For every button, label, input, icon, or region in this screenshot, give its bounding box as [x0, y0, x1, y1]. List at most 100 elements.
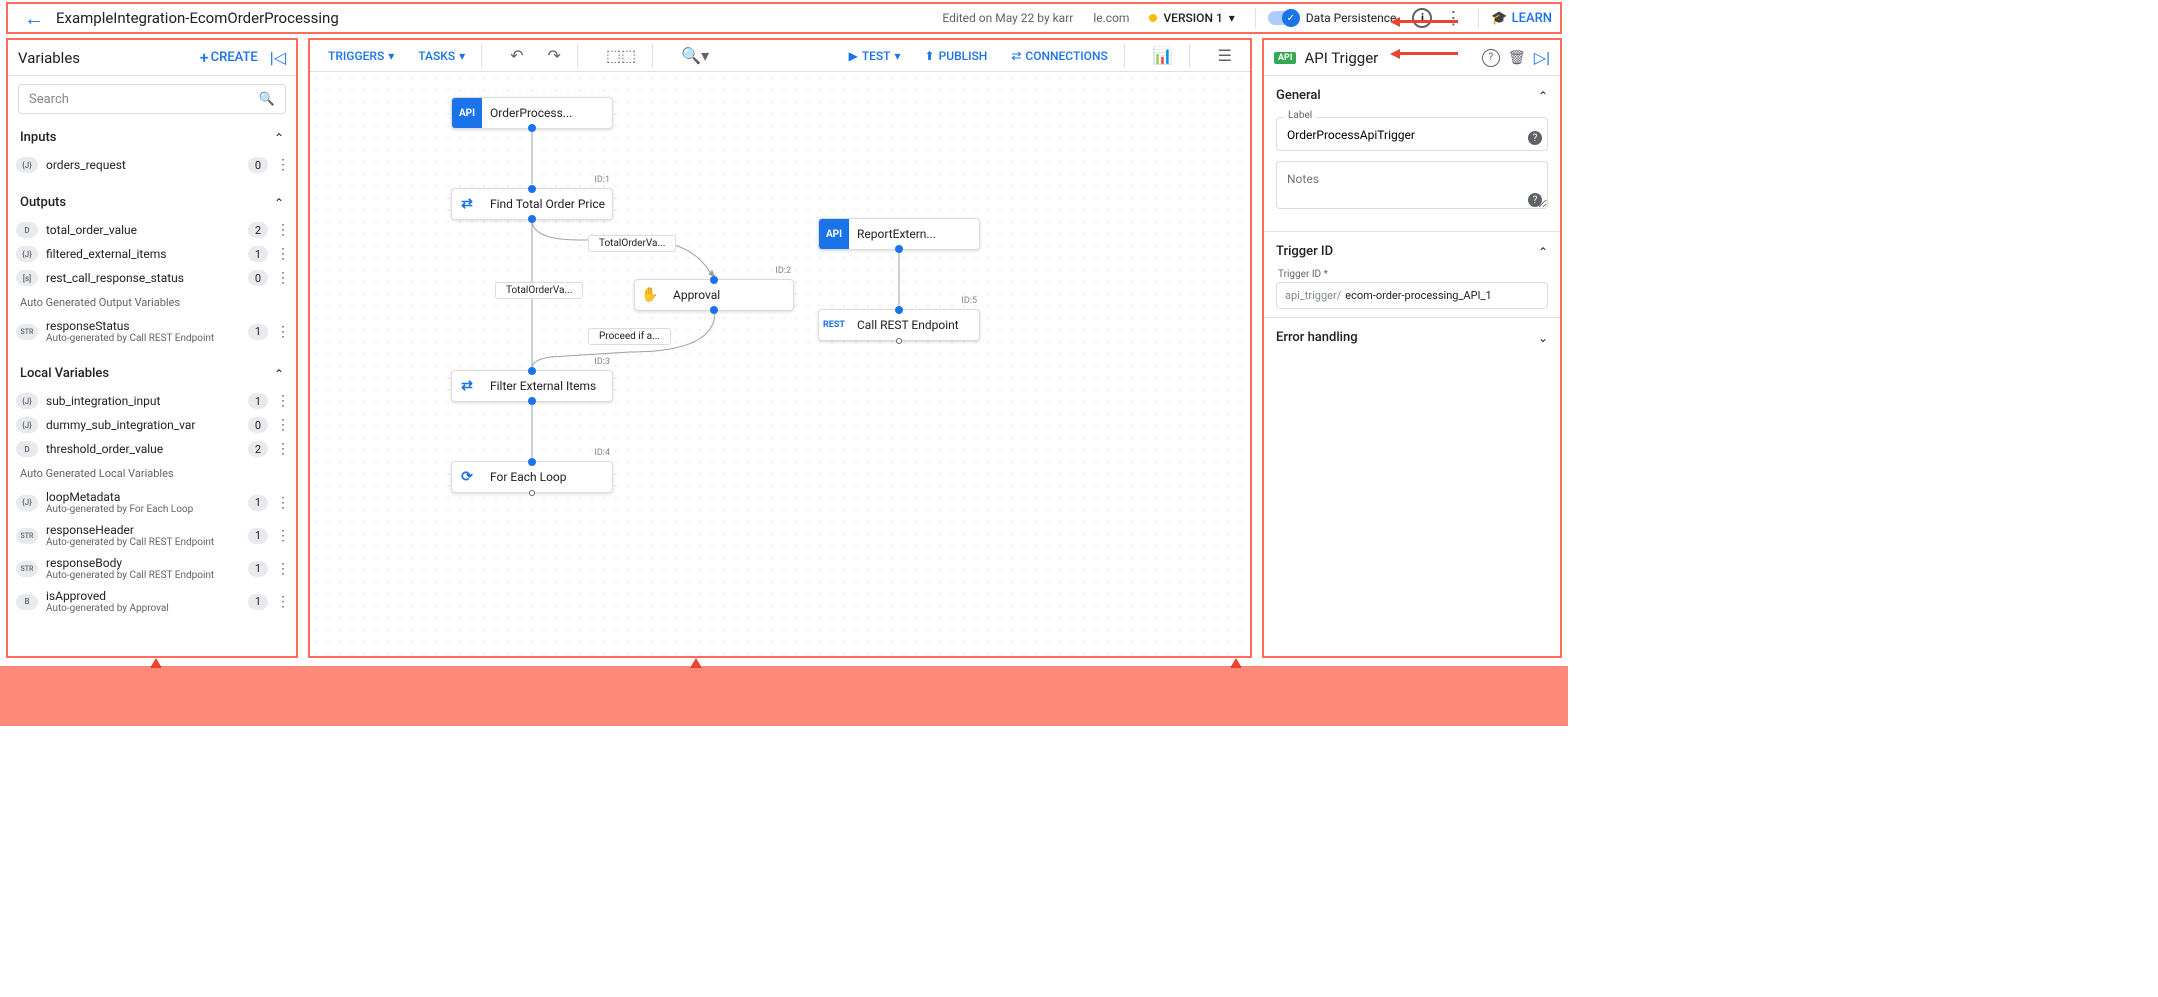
edited-by-label: Edited on May 22 by karr — [942, 11, 1073, 25]
general-section-header[interactable]: General ⌃ — [1276, 84, 1548, 107]
type-badge: {J} — [16, 417, 38, 433]
row-menu-icon[interactable]: ⋮ — [276, 157, 288, 173]
node-approval[interactable]: ID:2 ✋ Approval — [634, 279, 794, 311]
row-menu-icon[interactable]: ⋮ — [276, 222, 288, 238]
outputs-section-header[interactable]: Outputs ⌃ — [16, 187, 288, 218]
row-menu-icon[interactable]: ⋮ — [276, 270, 288, 286]
version-selector[interactable]: VERSION 1 ▾ — [1149, 11, 1234, 25]
rest-icon: REST — [819, 310, 849, 340]
annotation-arrow-icon — [690, 658, 702, 668]
label-input[interactable] — [1276, 117, 1548, 151]
type-badge: [s] — [16, 270, 38, 286]
back-arrow-icon[interactable]: ← — [16, 6, 52, 31]
node-api-trigger-2[interactable]: API ReportExtern... — [818, 218, 980, 250]
variable-row[interactable]: STR responseBody Auto-generated by Call … — [16, 552, 288, 585]
top-bar: ← ExampleIntegration-EcomOrderProcessing… — [6, 2, 1562, 34]
tasks-dropdown[interactable]: TASKS▾ — [410, 45, 473, 67]
usage-count: 0 — [248, 157, 268, 173]
node-filter[interactable]: ID:3 ⇄ Filter External Items — [451, 370, 613, 402]
menu-icon[interactable]: ☰ — [1210, 42, 1240, 69]
variable-row[interactable]: {J} dummy_sub_integration_var 0 ⋮ — [16, 413, 288, 437]
variable-name: filtered_external_items — [46, 247, 240, 261]
type-badge: STR — [16, 561, 38, 577]
variables-title: Variables — [18, 49, 80, 67]
usage-count: 1 — [248, 324, 268, 340]
edge-label[interactable]: Proceed if a... — [588, 328, 671, 345]
trigger-id-section-header[interactable]: Trigger ID ⌃ — [1276, 240, 1548, 263]
variable-name: dummy_sub_integration_var — [46, 418, 240, 432]
inputs-section-header[interactable]: Inputs ⌃ — [16, 122, 288, 153]
test-button[interactable]: ▶TEST▾ — [841, 45, 909, 67]
variable-row[interactable]: D threshold_order_value 2 ⋮ — [16, 437, 288, 461]
variable-subtitle: Auto-generated by For Each Loop — [46, 504, 240, 515]
variable-name: sub_integration_input — [46, 394, 240, 408]
variable-name: rest_call_response_status — [46, 271, 240, 285]
node-api-trigger[interactable]: API OrderProcess... — [451, 97, 613, 129]
chart-icon[interactable]: 📊 — [1145, 42, 1181, 69]
row-menu-icon[interactable]: ⋮ — [276, 594, 288, 610]
node-find-total[interactable]: ID:1 ⇄ Find Total Order Price — [451, 188, 613, 220]
row-menu-icon[interactable]: ⋮ — [276, 441, 288, 457]
collapse-panel-icon[interactable]: |◁ — [270, 48, 286, 67]
variable-name: threshold_order_value — [46, 442, 240, 456]
edge-label[interactable]: TotalOrderVa... — [495, 282, 583, 299]
usage-count: 1 — [248, 393, 268, 409]
variable-subtitle: Auto-generated by Call REST Endpoint — [46, 537, 240, 548]
type-badge: {J} — [16, 246, 38, 262]
node-rest[interactable]: ID:5 REST Call REST Endpoint — [818, 309, 980, 341]
row-menu-icon[interactable]: ⋮ — [276, 528, 288, 544]
row-menu-icon[interactable]: ⋮ — [276, 324, 288, 340]
trigger-id-input[interactable]: api_trigger/ ecom-order-processing_API_1 — [1276, 282, 1548, 309]
undo-icon[interactable]: ↶ — [502, 42, 531, 69]
variable-subtitle: Auto-generated by Call REST Endpoint — [46, 333, 240, 344]
help-icon[interactable]: ? — [1528, 193, 1542, 207]
notes-input[interactable] — [1276, 161, 1548, 209]
variable-row[interactable]: {J} filtered_external_items 1 ⋮ — [16, 242, 288, 266]
layout-icon[interactable]: ⬚⬚ — [598, 42, 644, 69]
help-icon[interactable]: ? — [1482, 49, 1500, 67]
variable-row[interactable]: [s] rest_call_response_status 0 ⋮ — [16, 266, 288, 290]
create-variable-button[interactable]: + CREATE — [200, 48, 258, 67]
redo-icon[interactable]: ↷ — [540, 42, 569, 69]
variable-row[interactable]: STR responseStatus Auto-generated by Cal… — [16, 315, 288, 348]
learn-icon: 🎓 — [1491, 11, 1507, 26]
more-menu-icon[interactable]: ⋮ — [1444, 8, 1462, 29]
chevron-up-icon: ⌃ — [1538, 89, 1548, 103]
error-handling-section-header[interactable]: Error handling ⌄ — [1276, 326, 1548, 349]
info-icon[interactable]: i — [1412, 8, 1432, 28]
row-menu-icon[interactable]: ⋮ — [276, 417, 288, 433]
api-icon: API — [452, 98, 482, 128]
data-persistence-toggle[interactable]: ✓ Data Persistence — [1268, 11, 1397, 25]
help-icon[interactable]: ? — [1528, 131, 1542, 145]
usage-count: 1 — [248, 528, 268, 544]
variable-row[interactable]: D total_order_value 2 ⋮ — [16, 218, 288, 242]
row-menu-icon[interactable]: ⋮ — [276, 495, 288, 511]
node-loop[interactable]: ID:4 ⟳ For Each Loop — [451, 461, 613, 493]
variable-row[interactable]: B isApproved Auto-generated by Approval … — [16, 585, 288, 618]
variable-row[interactable]: {J} orders_request 0 ⋮ — [16, 153, 288, 177]
row-menu-icon[interactable]: ⋮ — [276, 393, 288, 409]
connections-button[interactable]: ⇄CONNECTIONS — [1003, 45, 1115, 67]
search-icon: 🔍 — [259, 92, 275, 107]
variable-row[interactable]: {J} sub_integration_input 1 ⋮ — [16, 389, 288, 413]
type-badge: {J} — [16, 157, 38, 173]
canvas[interactable]: API OrderProcess... ID:1 ⇄ Find Total Or… — [310, 72, 1250, 656]
local-section-header[interactable]: Local Variables ⌃ — [16, 358, 288, 389]
variable-row[interactable]: STR responseHeader Auto-generated by Cal… — [16, 519, 288, 552]
zoom-icon[interactable]: 🔍▾ — [673, 42, 717, 69]
learn-button[interactable]: 🎓 LEARN — [1491, 11, 1552, 26]
variable-row[interactable]: {J} loopMetadata Auto-generated by For E… — [16, 486, 288, 519]
type-badge: D — [16, 222, 38, 238]
triggers-dropdown[interactable]: TRIGGERS▾ — [320, 45, 402, 67]
usage-count: 0 — [248, 417, 268, 433]
row-menu-icon[interactable]: ⋮ — [276, 561, 288, 577]
edge-label[interactable]: TotalOrderVa... — [588, 235, 676, 252]
expand-icon[interactable]: ▷| — [1534, 48, 1550, 67]
search-input[interactable]: Search 🔍 — [18, 84, 286, 114]
annotation-arrow-icon — [1398, 20, 1458, 23]
delete-icon[interactable]: 🗑 — [1508, 49, 1526, 67]
usage-count: 1 — [248, 246, 268, 262]
row-menu-icon[interactable]: ⋮ — [276, 246, 288, 262]
publish-button[interactable]: ⬆PUBLISH — [917, 45, 996, 67]
variable-name: responseBody — [46, 556, 240, 570]
